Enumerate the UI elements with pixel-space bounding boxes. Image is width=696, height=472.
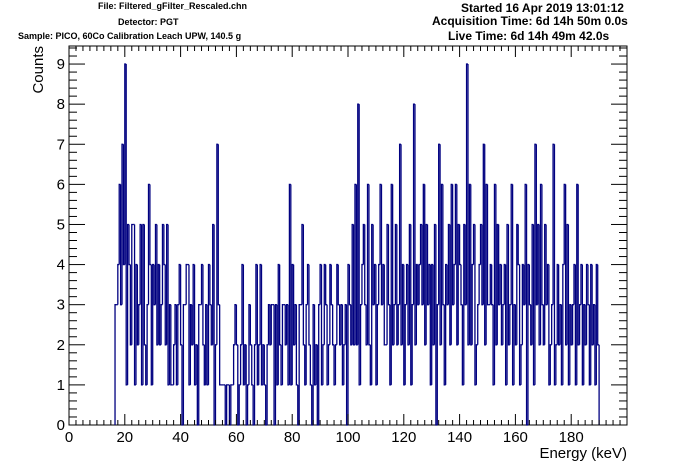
x-tick-label: 0	[65, 429, 73, 446]
histogram-bin	[270, 304, 273, 345]
y-axis-title: Counts	[30, 46, 47, 94]
histogram-bin	[486, 184, 489, 306]
x-tick-label: 100	[335, 429, 360, 446]
histogram-bin	[114, 304, 117, 425]
y-tick-label: 9	[57, 56, 65, 73]
y-tick-label: 5	[57, 216, 65, 233]
histogram-bin	[281, 304, 284, 385]
histogram-bin	[298, 304, 301, 425]
histogram-bin	[131, 223, 134, 345]
y-tick-label: 3	[57, 297, 65, 314]
detector-label: Detector: PGT	[118, 17, 179, 27]
y-tick-label: 7	[57, 136, 65, 153]
histogram-bin	[185, 263, 188, 305]
y-tick-label: 2	[57, 337, 65, 354]
x-tick-label: 60	[228, 429, 245, 446]
histogram-bin	[225, 384, 229, 425]
x-tick-label: 140	[447, 429, 472, 446]
started-label: Started 16 Apr 2019 13:01:12	[461, 1, 624, 15]
live-time-label: Live Time: 6d 14h 49m 42.0s	[448, 29, 610, 43]
x-tick-label: 80	[284, 429, 301, 446]
acquisition-time-label: Acquisition Time: 6d 14h 50m 0.0s	[432, 14, 628, 28]
histogram-bin	[230, 384, 233, 425]
y-tick-label: 6	[57, 176, 65, 193]
histogram-layer	[114, 63, 600, 426]
x-tick-label: 40	[172, 429, 189, 446]
x-tick-label: 20	[116, 429, 133, 446]
x-tick-label: 160	[503, 429, 528, 446]
histogram-bin	[383, 264, 386, 346]
histogram-bin	[219, 304, 222, 386]
x-axis-title: Energy (keV)	[539, 445, 627, 462]
histogram-bin	[182, 304, 185, 425]
x-tick-label: 120	[391, 429, 416, 446]
histogram-bin	[198, 304, 201, 425]
histogram-bin	[170, 304, 173, 386]
y-tick-label: 1	[57, 377, 65, 394]
x-tick-label: 180	[559, 429, 584, 446]
axes-layer: 0 20 40 60 80 100 120 140 160 180 0 1 2 3 4 5 6 7 8 9 Energy…	[30, 46, 627, 462]
y-tick-label: 0	[57, 417, 65, 434]
y-tick-label: 4	[57, 257, 65, 274]
sample-label: Sample: PICO, 60Co Calibration Leach UPW…	[18, 31, 242, 41]
file-name-label: File: Filtered_gFilter_Rescaled.chn	[98, 1, 248, 11]
y-tick-label: 8	[57, 96, 65, 113]
